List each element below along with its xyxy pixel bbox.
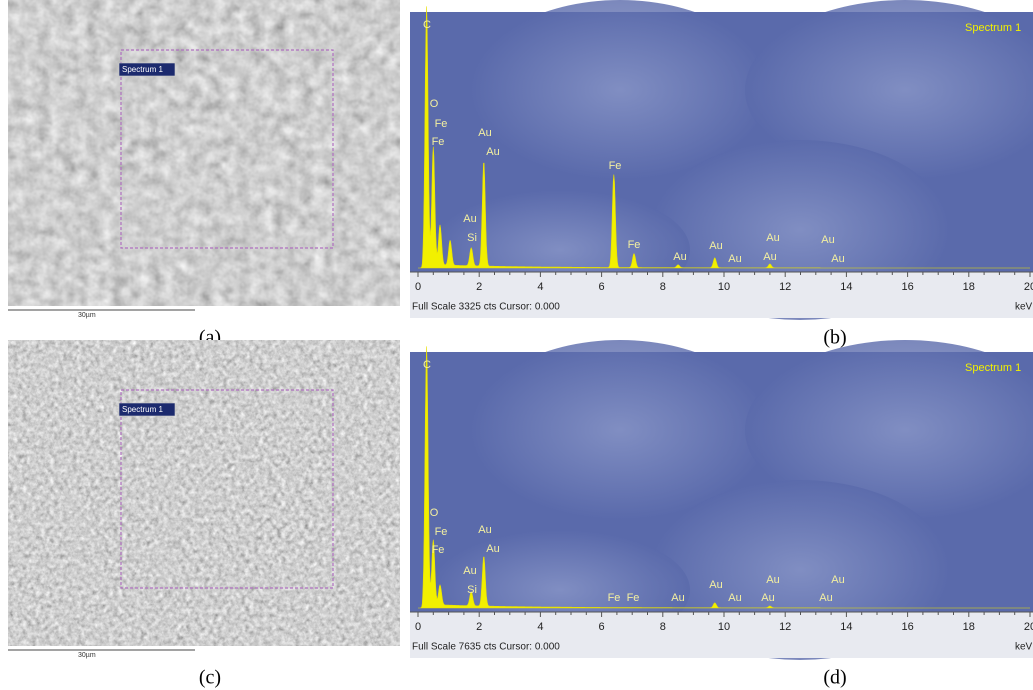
- analysis-region: [120, 49, 334, 249]
- scale-strip: [8, 646, 400, 658]
- sem-image: 30µm Spectrum 1: [8, 0, 400, 319]
- peak-label: Au: [709, 240, 722, 252]
- region-tag: [118, 62, 176, 77]
- spectrum-footer: Full Scale 3325 cts Cursor: 0.000: [412, 302, 560, 313]
- peak-label: Au: [831, 253, 844, 265]
- x-tick-label: 16: [901, 281, 913, 293]
- x-tick-label: 20: [1024, 281, 1033, 293]
- panel-caption: (c): [199, 667, 221, 689]
- background-blob: [745, 340, 1033, 520]
- x-unit: keV: [1015, 302, 1033, 313]
- peak-label: O: [430, 507, 439, 519]
- x-tick-label: 8: [660, 621, 666, 633]
- peak-label: Fe: [609, 160, 622, 172]
- peak-label: Au: [831, 574, 844, 586]
- peak-label: Si: [467, 584, 477, 596]
- peak-label: Si: [467, 232, 477, 244]
- peak-label: Au: [728, 253, 741, 265]
- peak-label: Au: [761, 592, 774, 604]
- x-tick-label: 6: [599, 621, 605, 633]
- peak-label: Au: [763, 251, 776, 263]
- eds-spectrum: 0 2 4 6 8 10 12 14 16 18 20 keV Full Scale 3325 cts …: [410, 0, 1033, 320]
- peak-label: Au: [671, 592, 684, 604]
- peak-label: Au: [821, 234, 834, 246]
- sem-image: 30µm Spectrum 1: [8, 340, 400, 659]
- analysis-region: [120, 389, 334, 589]
- spectrum-title: Spectrum 1: [965, 362, 1021, 374]
- peak-label: Fe: [432, 136, 445, 148]
- axis-strip: [410, 612, 1033, 658]
- peak-label: Au: [478, 127, 491, 139]
- peak-label: Au: [673, 251, 686, 263]
- peak-label: O: [430, 98, 439, 110]
- x-tick-label: 0: [415, 621, 421, 633]
- region-label: Spectrum 1: [122, 405, 163, 414]
- peak-label: Au: [486, 146, 499, 158]
- peak-label: Au: [463, 213, 476, 225]
- spectrum-trace: [418, 346, 1030, 609]
- x-tick-label: 2: [476, 281, 482, 293]
- x-tick-label: 10: [718, 621, 730, 633]
- panel-caption: (d): [823, 667, 846, 689]
- panel-caption: (b): [823, 327, 846, 349]
- region-label: Spectrum 1: [122, 65, 163, 74]
- spectrum-title: Spectrum 1: [965, 22, 1021, 34]
- sem-texture: [8, 0, 400, 318]
- axis-strip: [410, 272, 1033, 318]
- peak-label: Fe: [435, 118, 448, 130]
- peak-label: Fe: [432, 544, 445, 556]
- spectrum-trace: [418, 6, 1030, 269]
- peak-label: Au: [819, 592, 832, 604]
- peak-label: C: [423, 359, 431, 371]
- x-tick-label: 14: [840, 621, 852, 633]
- x-tick-label: 20: [1024, 621, 1033, 633]
- x-tick-label: 16: [901, 621, 913, 633]
- x-tick-label: 8: [660, 281, 666, 293]
- peak-label: Fe: [628, 239, 641, 251]
- peak-label: Fe: [627, 592, 640, 604]
- x-tick-label: 12: [779, 281, 791, 293]
- eds-spectrum: 0 2 4 6 8 10 12 14 16 18 20 keV Full Scale 7635 cts …: [410, 340, 1033, 660]
- background-blob: [470, 0, 770, 180]
- x-tick-label: 18: [963, 621, 975, 633]
- x-tick-label: 10: [718, 281, 730, 293]
- peak-label: Au: [486, 543, 499, 555]
- background-blob: [470, 340, 770, 520]
- peak-label: Fe: [435, 526, 448, 538]
- peak-label: Au: [709, 579, 722, 591]
- x-tick-label: 0: [415, 281, 421, 293]
- x-tick-label: 6: [599, 281, 605, 293]
- background-blob: [745, 0, 1033, 180]
- sem-texture: [8, 340, 400, 658]
- x-unit: keV: [1015, 642, 1033, 653]
- scale-bar-label: 30µm: [78, 652, 96, 659]
- peak-label: Au: [766, 232, 779, 244]
- peak-label: C: [423, 19, 431, 31]
- scale-bar-label: 30µm: [78, 312, 96, 319]
- region-tag: [118, 402, 176, 417]
- peak-label: Au: [766, 574, 779, 586]
- peak-label: Au: [728, 592, 741, 604]
- peak-label: Fe: [608, 592, 621, 604]
- peak-label: Au: [463, 565, 476, 577]
- x-tick-label: 12: [779, 621, 791, 633]
- x-tick-label: 4: [537, 281, 543, 293]
- peak-label: Au: [478, 524, 491, 536]
- x-tick-label: 18: [963, 281, 975, 293]
- x-tick-label: 4: [537, 621, 543, 633]
- x-tick-label: 2: [476, 621, 482, 633]
- scale-strip: [8, 306, 400, 318]
- x-tick-label: 14: [840, 281, 852, 293]
- spectrum-footer: Full Scale 7635 cts Cursor: 0.000: [412, 642, 560, 653]
